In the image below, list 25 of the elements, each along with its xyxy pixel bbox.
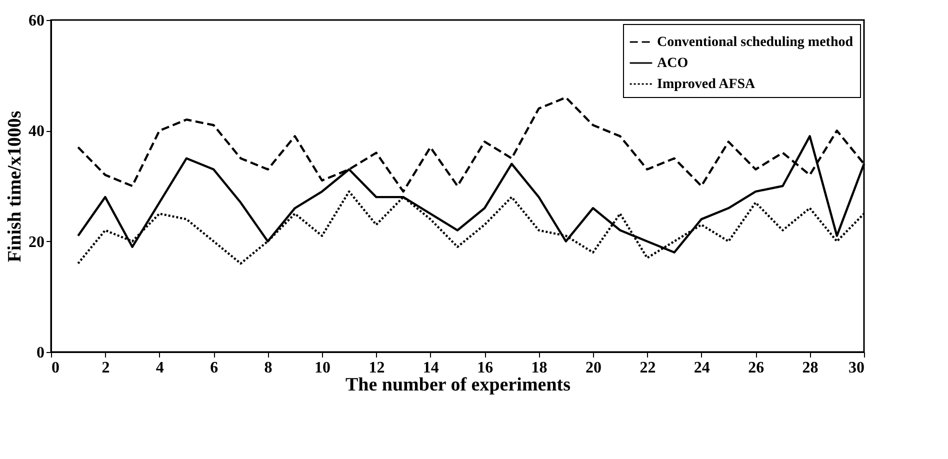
x-tick-label: 0 <box>52 360 60 376</box>
x-tick-label: 24 <box>694 360 710 376</box>
x-tick-label: 14 <box>422 360 439 376</box>
x-tick-label: 28 <box>802 360 818 376</box>
y-tick-label: 60 <box>28 12 44 30</box>
x-tick-label: 20 <box>586 360 602 376</box>
x-tick-label: 10 <box>314 360 330 376</box>
x-tick-label: 8 <box>264 360 272 376</box>
y-tick-label: 20 <box>28 234 44 251</box>
x-tick-label: 2 <box>102 360 110 376</box>
x-tick-label: 18 <box>531 360 548 376</box>
x-tick-label: 22 <box>640 360 656 376</box>
x-tick-label: 16 <box>477 360 494 376</box>
legend-label: ACO <box>657 56 688 71</box>
y-tick-label: 0 <box>36 344 44 362</box>
legend-label: Conventional scheduling method <box>657 35 854 50</box>
x-tick-label: 4 <box>156 360 164 376</box>
x-axis-title: The number of experiments <box>346 374 570 396</box>
y-tick-label: 40 <box>28 123 44 140</box>
x-tick-label: 6 <box>210 360 218 376</box>
x-tick-label: 26 <box>748 360 764 376</box>
x-tick-label: 12 <box>368 360 385 376</box>
legend-label: Improved AFSA <box>657 77 756 92</box>
y-axis-title: Finish time/x1000s <box>4 110 26 262</box>
x-tick-label: 30 <box>848 360 864 376</box>
